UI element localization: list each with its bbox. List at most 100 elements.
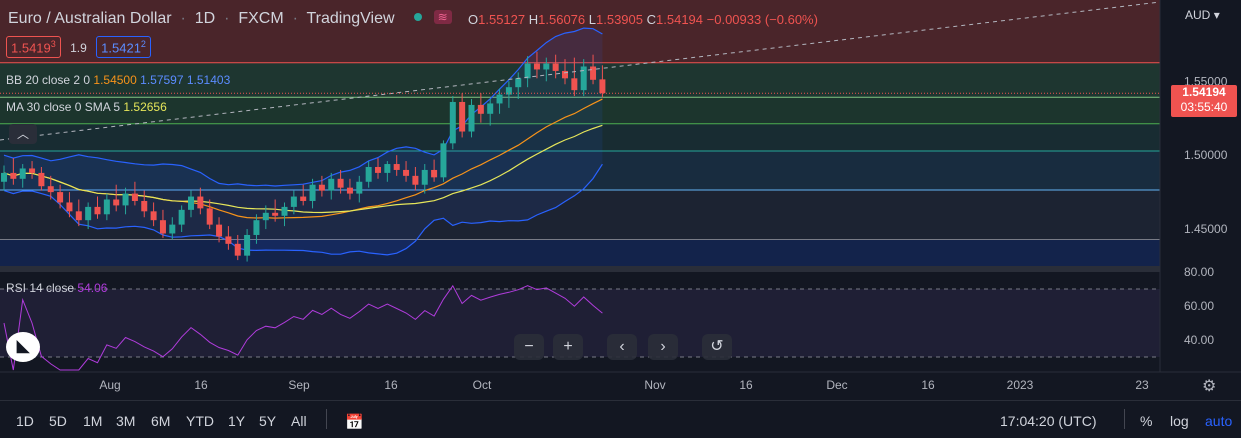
ma-legend[interactable]: MA 30 close 0 SMA 5 1.52656: [6, 100, 167, 114]
candle: [487, 99, 494, 126]
timeframe-1d[interactable]: 1D: [16, 413, 34, 429]
candle: [524, 56, 531, 88]
fib-zone-6: [0, 239, 1160, 266]
candle: [468, 99, 475, 138]
currency-selector[interactable]: AUD ▾: [1185, 8, 1220, 22]
candle: [262, 205, 269, 230]
market-status[interactable]: ≋: [406, 9, 452, 24]
calendar-icon: 📅: [345, 414, 364, 431]
candle: [47, 175, 54, 200]
candle: [421, 164, 428, 194]
candle: [459, 93, 466, 138]
candle: [346, 178, 353, 200]
ma-line: [3, 124, 603, 214]
tradingview-logo[interactable]: ◣: [6, 332, 40, 362]
candle: [496, 88, 503, 114]
time-tick-label: 23: [1135, 378, 1149, 392]
candle: [38, 166, 45, 191]
candle: [150, 202, 157, 227]
price-tick-label: 1.50000: [1184, 148, 1228, 162]
candle: [477, 93, 484, 123]
candle: [94, 196, 101, 219]
time-axis[interactable]: [0, 372, 1241, 400]
time-tick-label: 16: [194, 378, 208, 392]
candle: [178, 205, 185, 233]
time-tick-label: Nov: [644, 378, 665, 392]
trend-line[interactable]: [0, 1, 1161, 141]
candle: [131, 181, 138, 206]
candle: [103, 193, 110, 221]
chevron-right-icon: ›: [660, 338, 666, 355]
candle: [599, 65, 606, 98]
buy-button[interactable]: 1.54212: [96, 36, 151, 59]
symbol-header[interactable]: Euro / Australian Dollar · 1D · FXCM · T…: [8, 10, 395, 27]
quote-panel: 1.54193 1.9 1.54212: [6, 36, 151, 59]
time-tick-label: Oct: [473, 378, 492, 392]
timeframe-3m[interactable]: 3M: [116, 413, 136, 429]
time-tick-label: 2023: [1007, 378, 1034, 392]
bar-countdown: 03:55:40: [1180, 100, 1228, 115]
tv-logo-icon: ◣: [16, 338, 30, 355]
bollinger-band-fill: [4, 28, 603, 255]
date-range-button[interactable]: 📅: [345, 413, 364, 431]
fib-zone-1: [0, 62, 1160, 98]
candle: [365, 161, 372, 188]
timeframe-5d[interactable]: 5D: [49, 413, 67, 429]
timeframe-1y[interactable]: 1Y: [228, 413, 246, 429]
candle: [309, 178, 316, 209]
candle: [206, 199, 213, 230]
candle: [290, 190, 297, 215]
scroll-left-button[interactable]: ‹: [607, 334, 637, 360]
interval: 1D: [194, 10, 216, 27]
settings-button[interactable]: ⚙: [1202, 376, 1216, 396]
timeframe-ytd[interactable]: YTD: [186, 413, 214, 429]
candle: [57, 184, 64, 209]
candle: [216, 217, 223, 243]
candle: [244, 229, 251, 262]
log-scale-toggle[interactable]: log: [1170, 413, 1189, 429]
collapse-legend-button[interactable]: ︿: [9, 124, 37, 144]
timeframe-1m[interactable]: 1M: [83, 413, 103, 429]
candle: [590, 54, 597, 85]
reset-chart-button[interactable]: ↺: [702, 334, 732, 360]
rsi-line: [3, 284, 603, 371]
time-axis-ticks: Aug 16 Sep 16 Oct Nov 16 Dec 16 2023 23: [99, 378, 1149, 392]
candle: [272, 199, 279, 222]
candle: [234, 234, 241, 261]
candle: [375, 158, 381, 179]
fib-zone-3: [0, 123, 1160, 152]
time-tick-label: 16: [384, 378, 398, 392]
price-tick-label: 1.45000: [1184, 222, 1228, 236]
auto-scale-toggle[interactable]: auto: [1205, 413, 1233, 429]
utc-clock[interactable]: 17:04:20 (UTC): [1000, 413, 1097, 429]
candle: [318, 175, 325, 197]
sell-button[interactable]: 1.54193: [6, 36, 61, 59]
price-axis[interactable]: [1160, 0, 1241, 372]
scroll-right-button[interactable]: ›: [648, 334, 678, 360]
chevron-down-icon: ▾: [1213, 8, 1220, 22]
rsi-legend[interactable]: RSI 14 close 54.06: [6, 281, 108, 295]
gear-icon: ⚙: [1202, 378, 1217, 395]
reset-icon: ↺: [710, 338, 724, 355]
bb-upper-line: [3, 27, 603, 187]
zoom-in-button[interactable]: +: [553, 334, 583, 360]
candle: [253, 214, 260, 244]
candle: [29, 161, 36, 179]
rsi-tick-label: 80.00: [1184, 265, 1214, 279]
price-chart[interactable]: 1.55000 1.50000 1.45000 80.00 60.00 40.00 Aug…: [0, 0, 1241, 400]
percent-scale-toggle[interactable]: %: [1140, 413, 1153, 429]
timeframe-all[interactable]: All: [291, 413, 307, 429]
candle: [1, 165, 7, 191]
candle: [85, 202, 92, 230]
plus-icon: +: [563, 338, 573, 355]
chevron-left-icon: ‹: [619, 338, 625, 355]
candle: [543, 57, 550, 82]
bb-legend[interactable]: BB 20 close 2 0 1.54500 1.57597 1.51403: [6, 73, 231, 87]
timeframe-5y[interactable]: 5Y: [259, 413, 277, 429]
pane-separator[interactable]: [0, 266, 1241, 272]
platform: TradingView: [306, 10, 395, 27]
bb-lower-line: [3, 163, 603, 256]
timeframe-6m[interactable]: 6M: [151, 413, 171, 429]
zoom-out-button[interactable]: −: [514, 334, 544, 360]
candle: [552, 54, 559, 79]
